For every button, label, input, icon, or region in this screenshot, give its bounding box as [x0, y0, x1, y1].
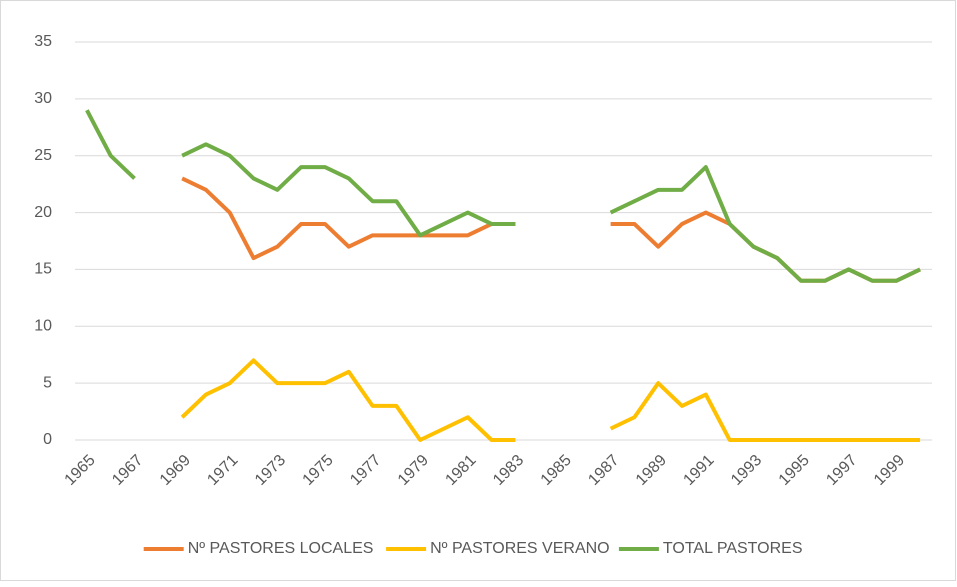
y-tick-label: 20	[34, 204, 52, 221]
y-tick-label: 35	[34, 33, 52, 50]
y-tick-label: 10	[34, 318, 52, 335]
line-series	[180, 358, 921, 442]
legend-label: Nº PASTORES LOCALES	[188, 540, 374, 557]
legend-label: Nº PASTORES VERANO	[430, 540, 610, 557]
line-series	[85, 109, 921, 283]
legend-label: TOTAL PASTORES	[663, 540, 803, 557]
y-tick-label: 30	[34, 90, 52, 107]
y-tick-label: 15	[34, 261, 52, 278]
y-tick-label: 25	[34, 147, 52, 164]
y-tick-label: 5	[43, 374, 52, 391]
y-tick-label: 0	[43, 431, 52, 448]
